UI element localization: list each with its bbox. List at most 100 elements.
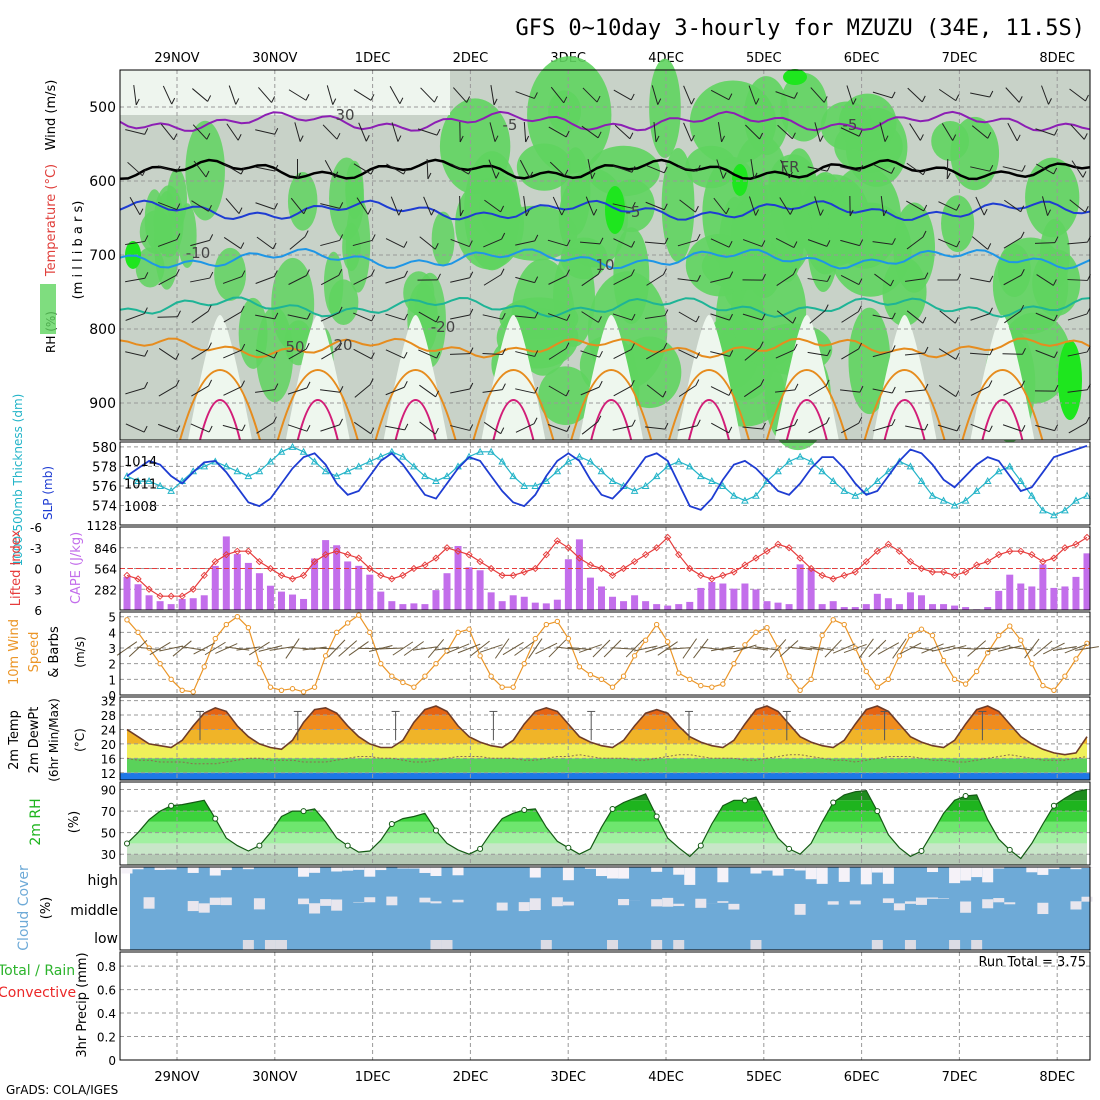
wind-speed-point bbox=[1051, 687, 1057, 694]
wind-barb-flag bbox=[824, 304, 829, 311]
cloud-middle-gap bbox=[364, 897, 376, 903]
wind-speed-point bbox=[1040, 682, 1046, 689]
bottom-date-label: 8DEC bbox=[1039, 1070, 1075, 1085]
rh-moist-area bbox=[941, 195, 975, 253]
wind-barb-flag bbox=[241, 343, 246, 351]
wind-barb bbox=[158, 348, 177, 360]
lifted-index-tick-label: -6 bbox=[30, 521, 42, 535]
thickness-point bbox=[1039, 506, 1047, 514]
wind-barb-flag bbox=[299, 135, 304, 142]
top-date-label: 6DEC bbox=[844, 51, 880, 66]
wind-barb bbox=[872, 424, 893, 432]
rh-point bbox=[830, 799, 837, 806]
rh-point bbox=[918, 847, 925, 854]
cloud-middle-gap bbox=[938, 898, 950, 899]
cape-tick-label: 846 bbox=[94, 542, 117, 556]
cloud-high-gap bbox=[860, 867, 872, 885]
lifted-index-point bbox=[310, 557, 319, 566]
wind-speed-point bbox=[356, 612, 362, 618]
cloud-high-gap bbox=[772, 867, 784, 876]
cape-bar bbox=[498, 601, 506, 610]
wind-barb-flag bbox=[564, 169, 569, 177]
wind-barb-flag bbox=[500, 205, 505, 213]
cape-bar bbox=[609, 596, 617, 610]
wind-barb bbox=[288, 89, 307, 101]
wind-barb bbox=[482, 314, 503, 320]
wind-barb bbox=[228, 85, 237, 105]
wind-barb bbox=[258, 87, 272, 103]
lifted-index-point bbox=[564, 544, 573, 552]
lifted-index-point bbox=[476, 557, 484, 566]
wind-barb bbox=[907, 87, 923, 103]
thickness-point bbox=[310, 457, 319, 465]
wind-barb-flag bbox=[533, 92, 538, 99]
cloud-high-gap bbox=[927, 867, 939, 873]
wind-barb bbox=[777, 124, 793, 140]
cape-bar bbox=[951, 605, 959, 610]
lifted-index-point bbox=[321, 551, 330, 559]
rh-moist-area bbox=[431, 211, 455, 267]
wind-barb bbox=[385, 238, 405, 248]
wind-barb-flag bbox=[597, 415, 602, 423]
cape-bar bbox=[917, 595, 925, 610]
wind-barb bbox=[223, 237, 242, 249]
lifted-index-point bbox=[355, 554, 363, 562]
surface-wind-barb bbox=[258, 645, 283, 652]
surface-wind-barb bbox=[327, 639, 346, 658]
wind-barb-flag bbox=[370, 269, 375, 276]
wind-barb-flag bbox=[305, 342, 310, 350]
temp-units-label: (°C) bbox=[73, 728, 87, 752]
rh-band bbox=[127, 854, 1087, 865]
wind-speed-point bbox=[830, 617, 836, 623]
wind-speed-point bbox=[742, 642, 748, 648]
wind-barb bbox=[585, 196, 595, 216]
wind-speed-point bbox=[587, 671, 594, 678]
wind-barb-flag bbox=[370, 352, 375, 359]
rh-dry-plume bbox=[188, 315, 252, 440]
wind-barb bbox=[256, 422, 274, 434]
wind-barb bbox=[358, 122, 367, 142]
lifted-index-point bbox=[277, 571, 286, 580]
rh-moist-area bbox=[1025, 157, 1080, 238]
temp-tick-label: 16 bbox=[101, 752, 116, 766]
thickness-point bbox=[354, 462, 363, 470]
wind-barb bbox=[548, 385, 567, 397]
lifted-index-point bbox=[1061, 544, 1069, 552]
cape-bar bbox=[796, 564, 804, 610]
wind-barb bbox=[840, 389, 860, 393]
wind-barb-flag bbox=[762, 422, 766, 430]
bottom-date-label: 29NOV bbox=[154, 1070, 199, 1085]
cloud-high-gap bbox=[408, 867, 420, 869]
cloud-middle-gap bbox=[927, 897, 939, 899]
isotherm-line bbox=[119, 110, 1091, 132]
wind-barb bbox=[1004, 199, 1021, 213]
wind-barb bbox=[711, 422, 729, 434]
wind-barb-flag bbox=[1083, 133, 1088, 140]
surface-wind-barb bbox=[892, 638, 907, 659]
wind-barb bbox=[807, 351, 828, 357]
wind-barb bbox=[548, 348, 567, 360]
wind-barb bbox=[515, 351, 535, 357]
cloud-low-gap bbox=[673, 940, 685, 950]
lifted-index-point bbox=[542, 551, 550, 559]
thickness-point bbox=[542, 477, 551, 485]
isotherm-arch bbox=[765, 369, 848, 441]
cloud-high-gap bbox=[607, 867, 619, 879]
rh-saturated-area bbox=[783, 69, 807, 85]
cape-bar bbox=[178, 598, 186, 610]
lifted-index-point bbox=[421, 561, 429, 569]
rh-dry-plume bbox=[481, 315, 546, 440]
cloud-middle-gap bbox=[960, 901, 972, 913]
wind-barb bbox=[417, 128, 438, 136]
wind-barb bbox=[483, 238, 502, 248]
wind-speed-point bbox=[565, 635, 572, 642]
wind-barb-flag bbox=[819, 135, 824, 142]
thickness-point bbox=[652, 472, 661, 480]
wind-barb bbox=[289, 236, 306, 250]
wind-barb-flag bbox=[956, 240, 961, 248]
contour-label: 20 bbox=[333, 336, 352, 354]
cape-bar bbox=[1061, 586, 1069, 610]
wind-barb bbox=[1003, 274, 1022, 286]
wind-barb-flag bbox=[175, 269, 180, 276]
wind-speed-point bbox=[322, 653, 329, 659]
